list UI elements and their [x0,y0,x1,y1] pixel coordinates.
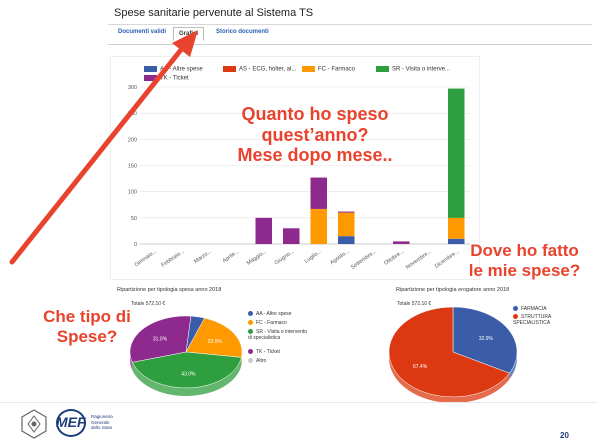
callout-line: quest’anno? [261,124,369,145]
monthly-chart-frame [110,56,480,280]
pie-slice-label: 43.0% [181,372,196,378]
pie-legend-item[interactable]: SR - Visita o intervento di specialistic… [248,329,310,341]
legend-label: SR - Visita o interve... [392,66,450,73]
bar-segment[interactable] [310,177,328,209]
bar-segment[interactable] [448,217,465,239]
pie-legend-label: STRUTTURA SPECIALISTICA [513,314,551,326]
y-tick-label: 300 [128,85,137,91]
pie-legend-item[interactable]: AA - Altre spese [248,311,292,317]
pie-legend-item[interactable]: TK - Ticket [248,349,280,355]
pie-legend-item[interactable]: Altro [248,358,266,364]
callout-line: Mese dopo mese.. [237,145,393,166]
y-tick-label: 50 [131,216,137,222]
legend-dot [513,314,518,320]
pie-slice-label: 32.9% [479,336,494,342]
y-tick-label: 0 [134,242,137,248]
bar-segment[interactable] [448,88,465,218]
pie-legend-label: SR - Visita o intervento di specialistic… [248,329,308,341]
callout-line: Spese? [56,326,118,346]
legend-dot [248,349,253,355]
pie-title-erogatore: Ripartizione per tipologia erogatore ann… [396,287,510,293]
bar-segment[interactable] [393,241,410,244]
tabs-divider [108,44,592,45]
legend-item-as[interactable]: AS - ECG, holter, al... [223,66,296,73]
mef-logo: MEF [56,414,86,430]
pie-slice-label: 31.0% [153,336,168,342]
callout-line: Quanto ho speso [241,104,389,124]
footer-divider [0,402,597,403]
legend-item-tk[interactable]: TK - Ticket [144,75,189,82]
callout-where: Dove ho fatto le mie spese? [452,241,597,280]
page-title: Spese sanitarie pervenute al Sistema TS [114,7,314,19]
callout-line: Dove ho fatto [470,241,579,260]
legend-label: TK - Ticket [160,75,189,82]
pie-slice[interactable] [388,306,510,398]
pie-slice[interactable] [129,315,192,363]
pie-legend-item[interactable]: FARMACIA [513,306,547,312]
org-name: Ragioneria Generale dello Stato [91,414,113,431]
org-line: Generale [91,419,110,425]
pie-total-tipologia: Totale 572,10 € [131,301,166,307]
pie-legend-label: TK - Ticket [256,349,280,355]
legend-dot [248,311,253,317]
callout-line: Che tipo di [43,307,131,326]
pie-title-tipologia: Ripartizione per tipologia spesa anno 20… [117,287,222,293]
bar-segment[interactable] [283,228,300,244]
org-line: Ragioneria [91,414,113,419]
mef-logo-ring [56,409,86,437]
legend-dot [248,320,253,326]
y-tick-label: 200 [128,137,137,143]
legend-item-aa[interactable]: AA - Altre spese [144,66,203,73]
tab-storico-documenti[interactable]: Storico documenti [216,29,269,35]
y-tick-label: 100 [128,190,137,196]
legend-swatch [302,66,315,72]
legend-swatch [144,75,157,81]
legend-label: AS - ECG, holter, al... [239,66,297,73]
callout-type: Che tipo di Spese? [22,307,152,346]
bar-segment[interactable] [255,217,273,244]
pie-legend-label: AA - Altre spese [256,311,292,317]
legend-swatch [376,66,389,72]
legend-label: FC - Farmaco [318,66,356,73]
bar-segment[interactable] [338,236,355,244]
legend-dot [513,306,518,312]
title-divider [108,24,592,25]
legend-dot [248,358,253,364]
legend-label: AA - Altre spese [160,66,203,73]
pie-legend-label: FARMACIA [521,306,547,312]
bar-segment[interactable] [310,208,328,244]
legend-swatch [223,66,236,72]
pie-total-erogatore: Totale 572,10 € [397,301,432,307]
legend-item-fc[interactable]: FC - Farmaco [302,66,355,73]
pie-legend-item[interactable]: STRUTTURA SPECIALISTICA [513,314,571,326]
republic-emblem-icon [21,409,47,439]
pie-legend-item[interactable]: FC - Farmaco [248,320,287,326]
pie-slice[interactable] [185,317,243,358]
page-number: 20 [560,431,569,440]
pie-slice-side [132,357,242,396]
arrow-head-icon [172,30,198,57]
y-tick-label: 150 [128,164,137,170]
legend-swatch [144,66,157,72]
bar-segment[interactable] [338,212,355,237]
tab-documenti-validi[interactable]: Documenti validi [118,29,167,35]
bar-segment[interactable] [448,238,465,244]
legend-dot [248,329,253,335]
pie-legend-label: Altro [256,358,267,364]
callout-line: le mie spese? [468,260,581,280]
pie-slice[interactable] [131,351,242,389]
bar-segment[interactable] [338,211,355,213]
org-line: dello Stato [91,425,113,431]
pie-slice-label: 22.0% [208,339,223,345]
pie-slice[interactable] [452,306,518,374]
callout-annual: Quanto ho speso quest’anno? Mese dopo me… [210,104,420,166]
arrow-shaft [9,43,187,265]
pie-slice-label: 67.4% [413,364,428,370]
legend-item-sr[interactable]: SR - Visita o interve... [376,66,450,73]
pie-legend-label: FC - Farmaco [256,320,287,326]
